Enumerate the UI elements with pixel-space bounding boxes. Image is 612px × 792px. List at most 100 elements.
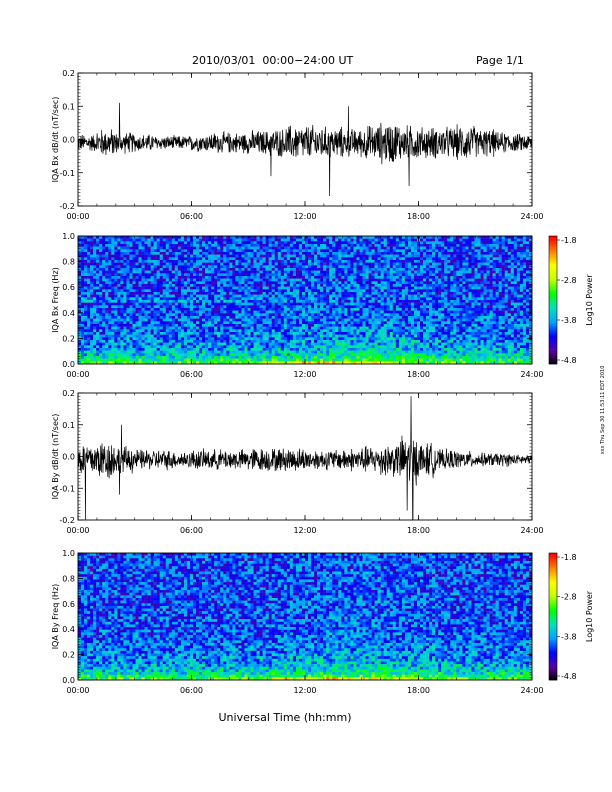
heatmap-cell [317, 254, 321, 258]
heatmap-cell [462, 297, 466, 301]
heatmap-cell [193, 265, 197, 269]
heatmap-cell [193, 254, 197, 258]
heatmap-cell [250, 254, 254, 258]
heatmap-cell [223, 310, 227, 314]
heatmap-cell [301, 286, 306, 290]
heatmap-cell [338, 305, 342, 309]
heatmap-cell [404, 310, 409, 314]
heatmap-cell [132, 260, 136, 263]
heatmap-cell [519, 246, 524, 250]
heatmap-cell [314, 268, 318, 271]
heatmap-cell [423, 300, 427, 303]
heatmap-cell [383, 241, 387, 245]
heatmap-cell [516, 236, 521, 239]
heatmap-cell [208, 241, 212, 245]
heatmap-cell [407, 286, 412, 290]
heatmap-cell [217, 318, 221, 322]
heatmap-cell [359, 246, 363, 250]
heatmap-cell [235, 262, 239, 266]
heatmap-cell [341, 297, 345, 301]
heatmap-cell [174, 276, 179, 279]
heatmap-cell [392, 313, 396, 317]
heatmap-cell [507, 300, 512, 303]
heatmap-cell [474, 286, 478, 290]
heatmap-cell [389, 300, 393, 303]
heatmap-cell [199, 249, 203, 253]
heatmap-cell [528, 270, 533, 274]
heatmap-cell [374, 260, 378, 263]
heatmap-cell [108, 257, 112, 261]
heatmap-cell [462, 305, 466, 309]
heatmap-cell [326, 316, 330, 319]
heatmap-cell [407, 238, 412, 242]
heatmap-cell [135, 270, 139, 274]
heatmap-cell [108, 294, 112, 298]
heatmap-cell [168, 286, 173, 290]
heatmap-cell [165, 316, 169, 319]
heatmap-cell [135, 289, 139, 293]
heatmap-cell [147, 276, 151, 279]
heatmap-cell [81, 308, 85, 311]
heatmap-cell [450, 254, 454, 258]
heatmap-cell [114, 305, 118, 309]
heatmap-cell [495, 286, 499, 290]
heatmap-cell [244, 262, 248, 266]
heatmap-cell [141, 244, 145, 247]
heatmap-cell [162, 300, 166, 303]
heatmap-cell [177, 294, 182, 298]
heatmap-cell [371, 268, 375, 271]
heatmap-cell [413, 238, 418, 242]
heatmap-cell [501, 316, 505, 319]
heatmap-cell [486, 273, 490, 277]
heatmap-cell [377, 289, 381, 293]
heatmap-cell [416, 249, 421, 253]
heatmap-cell [186, 252, 191, 255]
heatmap-cell [429, 257, 433, 261]
heatmap-cell [298, 238, 303, 242]
heatmap-cell [268, 265, 272, 269]
heatmap-cell [90, 278, 94, 282]
heatmap-cell [126, 281, 130, 285]
heatmap-cell [317, 260, 321, 263]
heatmap-cell [368, 292, 372, 295]
heatmap-cell [528, 236, 533, 239]
heatmap-cell [377, 300, 381, 303]
heatmap-cell [498, 318, 502, 322]
heatmap-cell [395, 238, 400, 242]
heatmap-cell [226, 276, 230, 279]
heatmap-cell [368, 252, 372, 255]
heatmap-cell [259, 254, 263, 258]
heatmap-cell [144, 246, 148, 250]
heatmap-cell [441, 305, 445, 309]
heatmap-cell [196, 278, 200, 282]
heatmap-cell [513, 276, 518, 279]
heatmap-cell [504, 273, 508, 277]
heatmap-cell [371, 236, 375, 239]
heatmap-cell [480, 244, 484, 247]
heatmap-cell [117, 262, 121, 266]
heatmap-cell [377, 278, 381, 282]
heatmap-cell [196, 300, 200, 303]
heatmap-cell [186, 273, 191, 277]
heatmap-cell [323, 260, 327, 263]
heatmap-cell [78, 318, 82, 322]
heatmap-cell [159, 244, 163, 247]
heatmap-cell [144, 300, 148, 303]
heatmap-cell [283, 284, 288, 287]
heatmap-cell [519, 313, 524, 317]
heatmap-cell [268, 249, 272, 253]
heatmap-cell [138, 305, 142, 309]
heatmap-cell [301, 284, 306, 287]
heatmap-cell [132, 300, 136, 303]
heatmap-cell [280, 297, 285, 301]
heatmap-cell [359, 238, 363, 242]
heatmap-cell [253, 265, 257, 269]
heatmap-cell [489, 289, 493, 293]
heatmap-cell [335, 284, 339, 287]
heatmap-cell [186, 316, 191, 319]
heatmap-cell [171, 294, 176, 298]
heatmap-cell [105, 241, 109, 245]
heatmap-cell [323, 318, 327, 322]
heatmap-cell [105, 316, 109, 319]
heatmap-cell [220, 270, 224, 274]
